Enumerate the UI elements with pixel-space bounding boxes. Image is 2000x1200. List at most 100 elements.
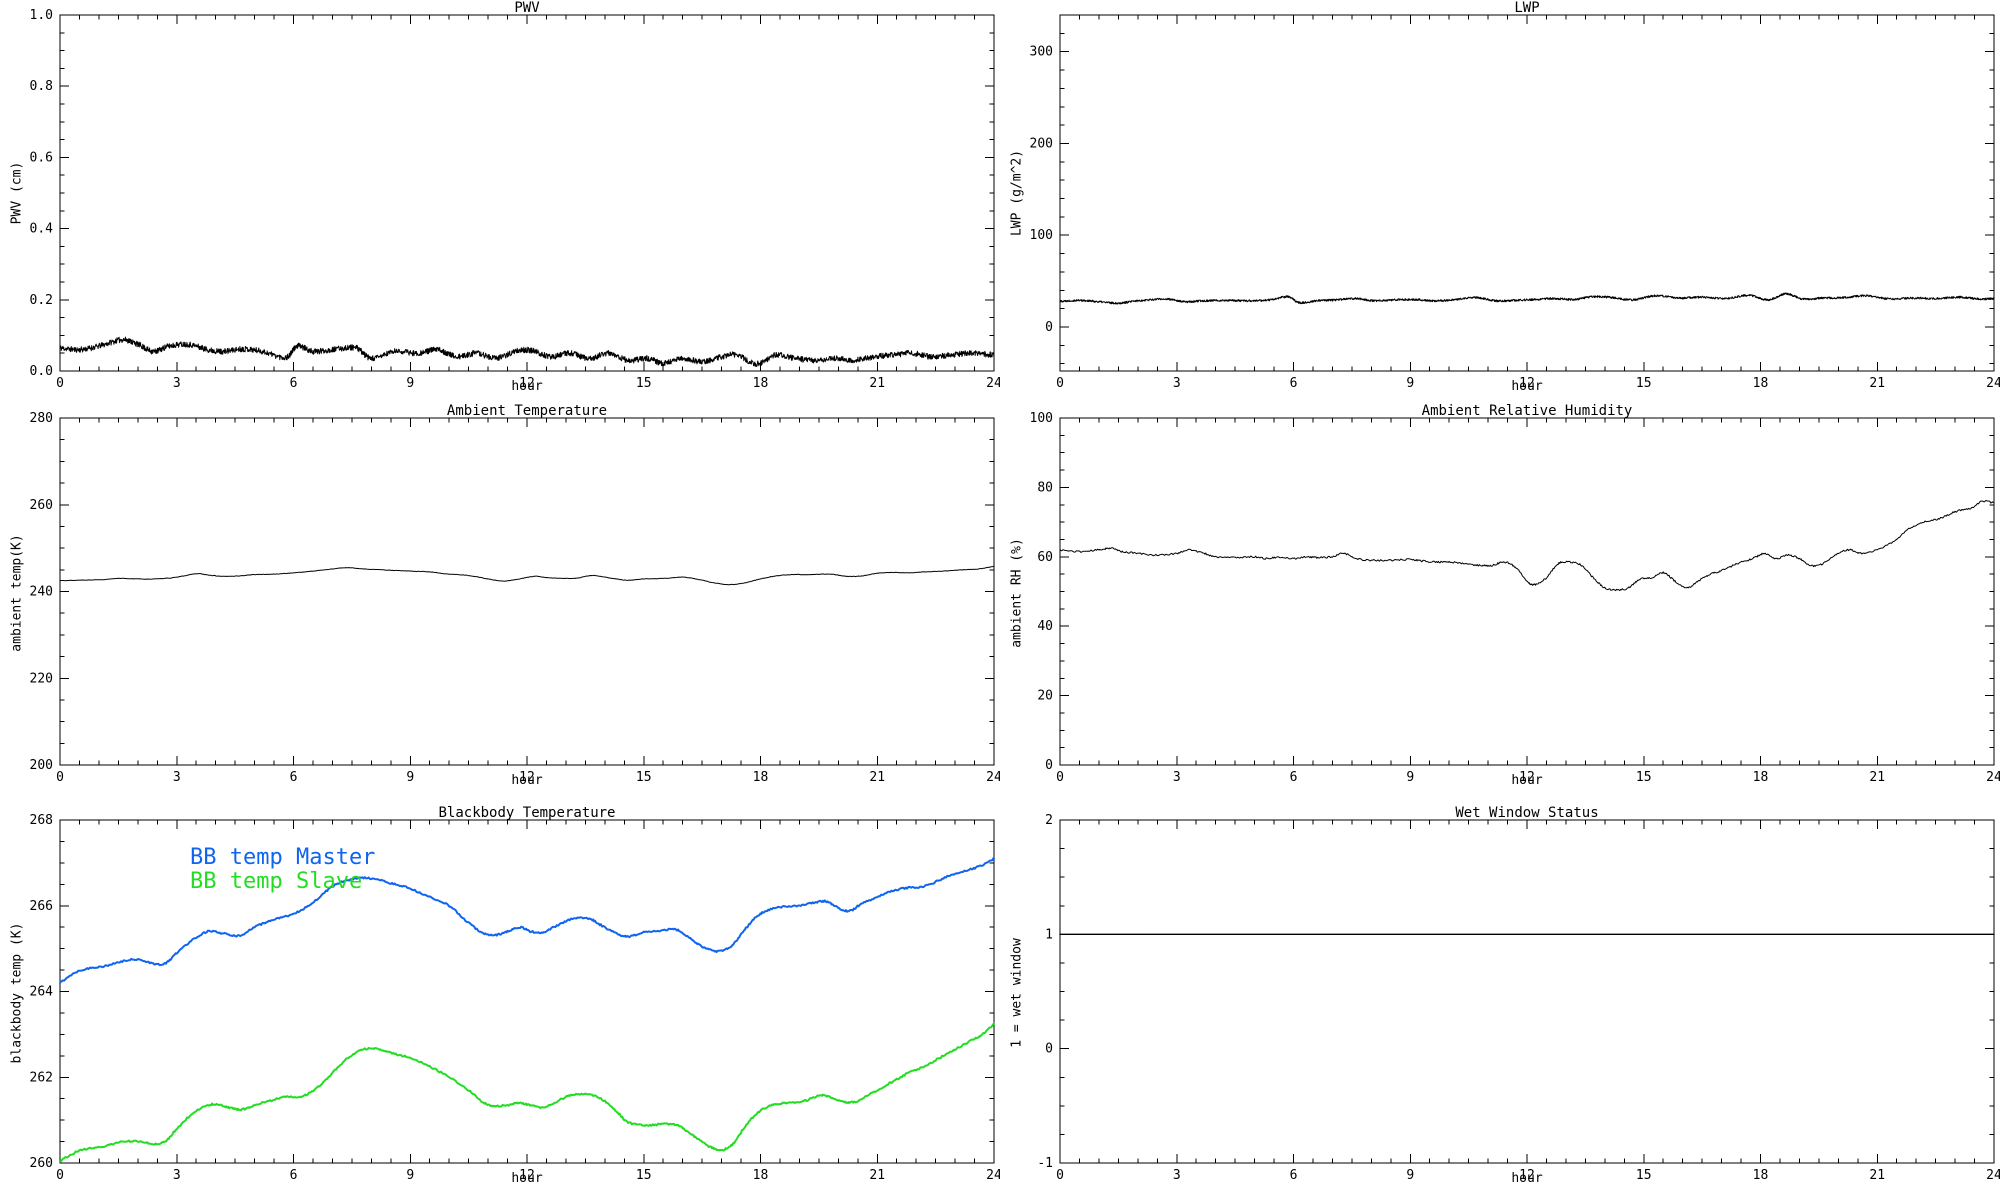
panel-ambient-temperature: 200 220 240 260 280 0 3 6 9 12 15 18 21 24 Ambient Te…	[0, 400, 1001, 800]
legend-item-bb-temp-master: BB temp Master	[190, 845, 376, 870]
svg-text:9: 9	[406, 770, 414, 785]
ambient-relative-humidity-chart-canvas: 0 20 40 60 80 100 0 3 6 9 12 15 18 21 24	[1030, 411, 2000, 785]
svg-text:0: 0	[56, 1168, 64, 1183]
svg-text:200: 200	[1030, 136, 1053, 151]
svg-text:24: 24	[986, 1168, 1000, 1183]
svg-text:0: 0	[1056, 376, 1064, 391]
svg-text:15: 15	[636, 376, 652, 391]
svg-text:0.2: 0.2	[30, 293, 53, 308]
legend-item-bb-temp-slave: BB temp Slave	[190, 869, 363, 894]
svg-text:0.6: 0.6	[30, 150, 53, 165]
svg-text:18: 18	[1753, 1168, 1769, 1183]
svg-text:0: 0	[1045, 320, 1053, 335]
svg-text:15: 15	[636, 1168, 652, 1183]
y-axis-label-blackbody-temperature: blackbody temp (K)	[9, 922, 25, 1064]
svg-text:260: 260	[30, 498, 53, 513]
svg-text:24: 24	[1986, 770, 2000, 785]
svg-text:280: 280	[30, 411, 53, 426]
svg-text:20: 20	[1037, 689, 1053, 704]
svg-text:24: 24	[1986, 1168, 2000, 1183]
svg-text:100: 100	[1030, 228, 1053, 243]
svg-text:9: 9	[406, 1168, 414, 1183]
svg-text:24: 24	[986, 376, 1000, 391]
svg-text:15: 15	[1636, 376, 1652, 391]
x-axis-label-ambient-relative-humidity: hour	[1511, 773, 1543, 788]
svg-text:262: 262	[30, 1070, 53, 1085]
panel-blackbody-temperature: 260 262 264 266 268 0 3 6 9 12 15 18 21 24 Blackbody …	[0, 800, 1001, 1200]
svg-text:21: 21	[869, 770, 885, 785]
chart-title-lwp: LWP	[1514, 0, 1540, 16]
svg-text:12: 12	[519, 770, 535, 785]
svg-text:6: 6	[290, 376, 298, 391]
svg-text:0: 0	[1045, 758, 1053, 773]
svg-text:18: 18	[1753, 376, 1769, 391]
svg-text:21: 21	[1869, 376, 1885, 391]
svg-text:9: 9	[1406, 1168, 1414, 1183]
svg-text:18: 18	[753, 376, 769, 391]
svg-text:3: 3	[173, 376, 181, 391]
svg-text:0: 0	[56, 376, 64, 391]
svg-text:220: 220	[30, 671, 53, 686]
svg-text:1: 1	[1045, 927, 1053, 942]
chart-title-pwv: PWV	[514, 0, 540, 16]
svg-text:80: 80	[1037, 480, 1053, 495]
chart-title-ambient-relative-humidity: Ambient Relative Humidity	[1421, 403, 1633, 419]
svg-text:12: 12	[1519, 1168, 1535, 1183]
svg-text:15: 15	[1636, 1168, 1652, 1183]
svg-text:15: 15	[1636, 770, 1652, 785]
svg-text:0: 0	[1045, 1042, 1053, 1057]
pwv-chart-canvas: 0.0 0.2 0.4 0.6 0.8 1.0 0 3 6 9 12 15 18 21 24	[30, 8, 1000, 391]
svg-text:0.0: 0.0	[30, 364, 53, 379]
svg-text:0.8: 0.8	[30, 79, 53, 94]
panel-wet-window-status: -1 0 1 2 0 3 6 9 12 15 18 21 24 Wet Window Status 1 …	[1000, 800, 2000, 1200]
svg-text:0.4: 0.4	[30, 222, 54, 237]
svg-text:6: 6	[1290, 1168, 1298, 1183]
svg-text:266: 266	[30, 899, 53, 914]
y-axis-label-ambient-relative-humidity: ambient RH (%)	[1009, 538, 1025, 648]
svg-text:264: 264	[30, 985, 54, 1000]
svg-text:9: 9	[1406, 376, 1414, 391]
svg-text:21: 21	[1869, 770, 1885, 785]
lwp-chart-canvas: 0 100 200 300 0 3 6 9 12 15 18 21 24	[1030, 14, 2000, 391]
svg-text:6: 6	[290, 770, 298, 785]
svg-text:18: 18	[753, 1168, 769, 1183]
svg-text:6: 6	[1290, 376, 1298, 391]
svg-text:12: 12	[519, 376, 535, 391]
y-axis-label-wet-window-status: 1 = wet window	[1009, 938, 1025, 1048]
svg-text:40: 40	[1037, 619, 1053, 634]
svg-text:0: 0	[1056, 1168, 1064, 1183]
svg-text:24: 24	[986, 770, 1000, 785]
svg-text:300: 300	[1030, 45, 1053, 60]
svg-text:-1: -1	[1037, 1156, 1053, 1171]
y-axis-label-pwv: PWV (cm)	[9, 161, 25, 225]
svg-text:15: 15	[636, 770, 652, 785]
x-axis-label-pwv: hour	[511, 379, 543, 394]
chart-title-ambient-temperature: Ambient Temperature	[446, 403, 608, 419]
svg-text:3: 3	[1173, 770, 1181, 785]
svg-text:100: 100	[1030, 411, 1053, 426]
svg-text:21: 21	[1869, 1168, 1885, 1183]
svg-text:3: 3	[173, 770, 181, 785]
y-axis-label-ambient-temperature: ambient temp(K)	[9, 534, 25, 652]
svg-text:24: 24	[1986, 376, 2000, 391]
svg-text:60: 60	[1037, 550, 1053, 565]
x-axis-label-wet-window-status: hour	[1511, 1171, 1543, 1186]
svg-text:260: 260	[30, 1156, 53, 1171]
blackbody-temperature-chart-canvas: 260 262 264 266 268 0 3 6 9 12 15 18 21 24	[30, 813, 1000, 1183]
panel-ambient-relative-humidity: 0 20 40 60 80 100 0 3 6 9 12 15 18 21 24 Ambient Relat…	[1000, 400, 2000, 800]
svg-text:200: 200	[30, 758, 53, 773]
svg-text:2: 2	[1045, 813, 1053, 828]
svg-text:0: 0	[1056, 770, 1064, 785]
chart-title-blackbody-temperature: Blackbody Temperature	[438, 805, 616, 821]
svg-text:3: 3	[1173, 1168, 1181, 1183]
svg-text:18: 18	[753, 770, 769, 785]
svg-text:3: 3	[173, 1168, 181, 1183]
svg-text:21: 21	[869, 376, 885, 391]
svg-text:21: 21	[869, 1168, 885, 1183]
svg-text:240: 240	[30, 585, 53, 600]
svg-text:6: 6	[1290, 770, 1298, 785]
svg-text:9: 9	[1406, 770, 1414, 785]
svg-text:3: 3	[1173, 376, 1181, 391]
x-axis-label-blackbody-temperature: hour	[511, 1171, 543, 1186]
